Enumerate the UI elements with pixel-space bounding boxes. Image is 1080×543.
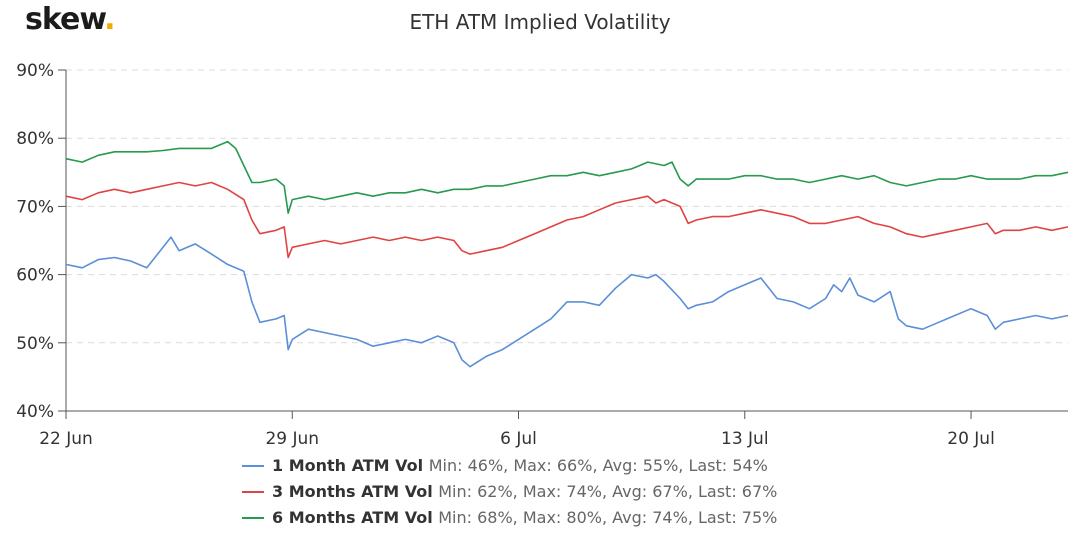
legend-series-stats: Min: 68%, Max: 80%, Avg: 74%, Last: 75%: [438, 508, 777, 527]
axes: [65, 70, 1068, 412]
y-axis-ticks: 40% 50% 60% 70% 80% 90%: [16, 61, 66, 422]
legend-series-stats: Min: 46%, Max: 66%, Avg: 55%, Last: 54%: [429, 456, 768, 475]
legend-item-3[interactable]: 6 Months ATM Vol Min: 68%, Max: 80%, Avg…: [242, 508, 777, 527]
legend-label: 6 Months ATM Vol Min: 68%, Max: 80%, Avg…: [272, 508, 777, 527]
logo-text: skew: [25, 2, 105, 37]
legend-series-stats: Min: 62%, Max: 74%, Avg: 67%, Last: 67%: [438, 482, 777, 501]
x-tick-label: 6 Jul: [500, 429, 537, 449]
legend-series-name: 6 Months ATM Vol: [272, 508, 438, 527]
legend-label: 1 Month ATM Vol Min: 46%, Max: 66%, Avg:…: [272, 456, 768, 475]
y-tick-label: 60%: [16, 266, 54, 286]
x-tick-label: 20 Jul: [947, 429, 995, 449]
grid-lines: [66, 69, 1068, 344]
series-line-1: [65, 236, 1069, 368]
y-tick-label: 70%: [16, 197, 54, 217]
legend-series-name: 3 Months ATM Vol: [272, 482, 438, 501]
series-line-2: [65, 181, 1069, 259]
legend-item-2[interactable]: 3 Months ATM Vol Min: 62%, Max: 74%, Avg…: [242, 482, 777, 501]
chart-title: ETH ATM Implied Volatility: [409, 10, 671, 34]
series-lines: [65, 140, 1069, 368]
y-tick-label: 80%: [16, 129, 54, 149]
x-axis-ticks: 22 Jun 29 Jun 6 Jul 13 Jul 20 Jul: [39, 411, 995, 449]
skew-logo: skew.: [25, 2, 116, 37]
x-tick-label: 22 Jun: [39, 429, 93, 449]
y-tick-label: 90%: [16, 61, 54, 81]
logo-dot: .: [104, 2, 115, 37]
legend-series-name: 1 Month ATM Vol: [272, 456, 429, 475]
x-tick-label: 13 Jul: [721, 429, 769, 449]
x-tick-label: 29 Jun: [265, 429, 319, 449]
y-tick-label: 50%: [16, 334, 54, 354]
series-line-3: [65, 140, 1069, 214]
legend-item-1[interactable]: 1 Month ATM Vol Min: 46%, Max: 66%, Avg:…: [242, 456, 768, 475]
legend-label: 3 Months ATM Vol Min: 62%, Max: 74%, Avg…: [272, 482, 777, 501]
legend[interactable]: 1 Month ATM Vol Min: 46%, Max: 66%, Avg:…: [242, 456, 777, 527]
y-tick-label: 40%: [16, 402, 54, 422]
